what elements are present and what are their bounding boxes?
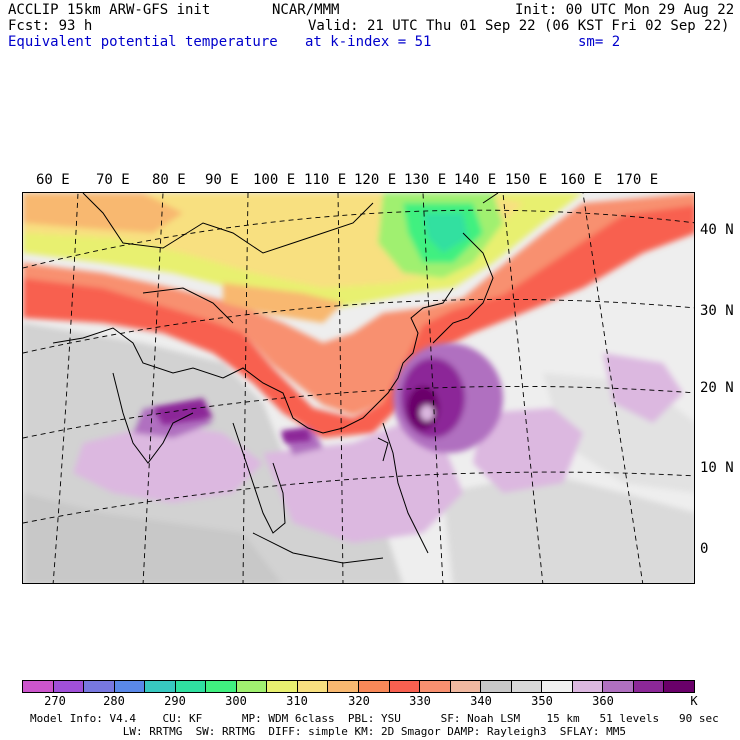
- field-name: Equivalent potential temperature: [8, 34, 278, 50]
- lon-label: 110 E: [304, 172, 347, 188]
- model-title: ACCLIP 15km ARW-GFS init: [8, 2, 211, 18]
- colorbar: [22, 680, 695, 693]
- colorbar-tick: 280: [103, 694, 125, 708]
- colorbar-swatch: [145, 681, 176, 692]
- colorbar-tick: 330: [409, 694, 431, 708]
- lat-label: 30 N: [700, 303, 734, 319]
- model-info-line2: LW: RRTMG SW: RRTMG DIFF: simple KM: 2D …: [30, 725, 627, 738]
- colorbar-tick: 290: [164, 694, 186, 708]
- lon-label: 80 E: [152, 172, 186, 188]
- colorbar-swatch: [297, 681, 329, 692]
- colorbar-swatch: [175, 681, 207, 692]
- lon-label: 150 E: [505, 172, 548, 188]
- colorbar-tick: 310: [286, 694, 308, 708]
- colorbar-swatch: [450, 681, 482, 692]
- colorbar-swatch: [511, 681, 543, 692]
- level-index: at k-index = 51: [305, 34, 432, 50]
- colorbar-swatch: [23, 681, 54, 692]
- colorbar-swatch: [236, 681, 268, 692]
- colorbar-swatch: [603, 681, 634, 692]
- colorbar-swatch: [542, 681, 573, 692]
- colorbar-swatch: [664, 681, 695, 692]
- lon-label: 100 E: [253, 172, 296, 188]
- colorbar-tick: 340: [470, 694, 492, 708]
- colorbar-swatch: [267, 681, 298, 692]
- lat-label: 10 N: [700, 460, 734, 476]
- lon-label: 60 E: [36, 172, 70, 188]
- colorbar-tick: 360: [592, 694, 614, 708]
- colorbar-swatch: [359, 681, 390, 692]
- colorbar-tick: 350: [531, 694, 553, 708]
- colorbar-tick: 300: [225, 694, 247, 708]
- colorbar-swatch: [420, 681, 451, 692]
- colorbar-swatch: [572, 681, 604, 692]
- lat-label: 40 N: [700, 222, 734, 238]
- lat-label: 20 N: [700, 380, 734, 396]
- theta-e-field: [23, 193, 694, 583]
- map-panel: [22, 192, 695, 584]
- colorbar-swatch: [481, 681, 512, 692]
- colorbar-swatch: [328, 681, 360, 692]
- valid-time: Valid: 21 UTC Thu 01 Sep 22 (06 KST Fri …: [308, 18, 730, 34]
- colorbar-swatch: [53, 681, 85, 692]
- colorbar-tick: 270: [44, 694, 66, 708]
- forecast-hour: Fcst: 93 h: [8, 18, 93, 34]
- colorbar-swatch: [389, 681, 421, 692]
- lon-label: 140 E: [454, 172, 497, 188]
- graticule: [23, 193, 694, 583]
- lon-label: 90 E: [205, 172, 239, 188]
- colorbar-swatch: [84, 681, 115, 692]
- lon-label: 70 E: [96, 172, 130, 188]
- institution-label: NCAR/MMM: [272, 2, 340, 18]
- model-info-line1: Model Info: V4.4 CU: KF MP: WDM 6class P…: [30, 712, 719, 725]
- lon-label: 170 E: [616, 172, 659, 188]
- colorbar-swatch: [633, 681, 665, 692]
- init-time: Init: 00 UTC Mon 29 Aug 22: [515, 2, 735, 18]
- lon-label: 160 E: [560, 172, 603, 188]
- lon-label: 130 E: [404, 172, 447, 188]
- lat-label: 0: [700, 541, 709, 557]
- colorbar-unit: K: [690, 694, 698, 708]
- colorbar-swatch: [114, 681, 146, 692]
- smoothing: sm= 2: [578, 34, 621, 50]
- colorbar-swatch: [206, 681, 237, 692]
- colorbar-tick: 320: [348, 694, 370, 708]
- lon-label: 120 E: [354, 172, 397, 188]
